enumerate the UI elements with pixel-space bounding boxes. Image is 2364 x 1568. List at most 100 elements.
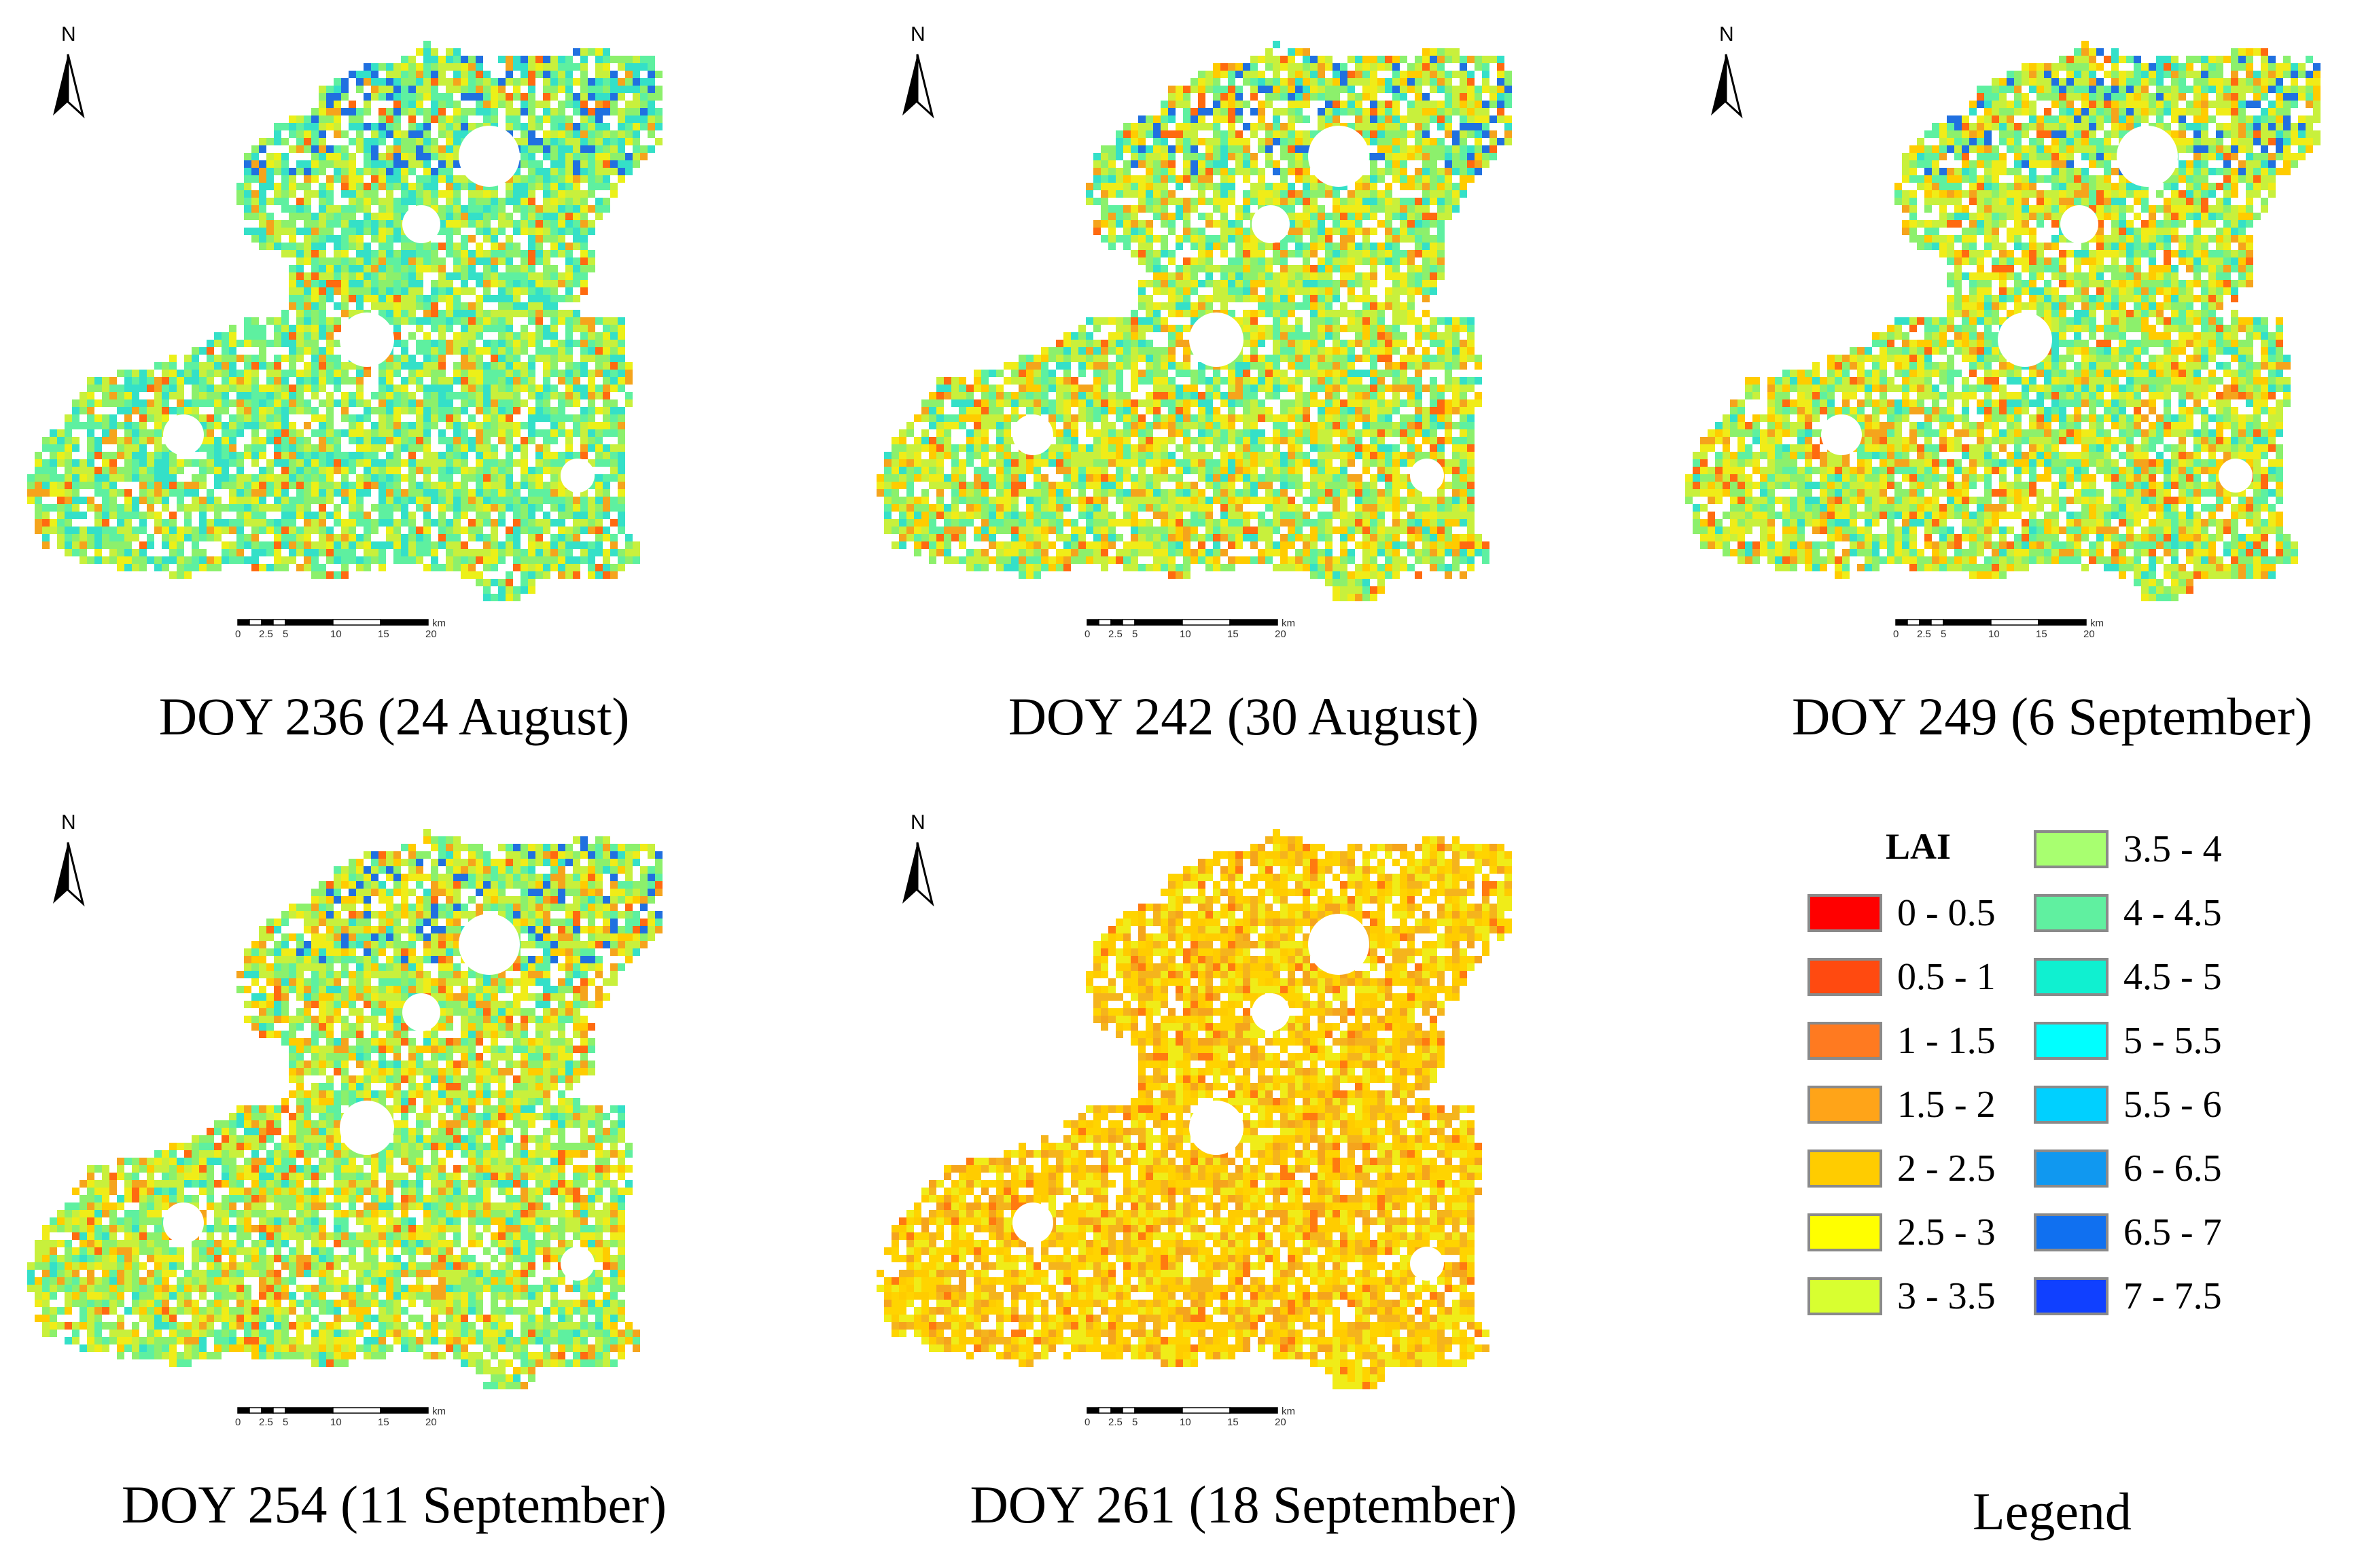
legend-swatch <box>1807 1150 1882 1188</box>
no-data-patch <box>2219 459 2253 493</box>
legend-swatch <box>1807 1213 1882 1251</box>
legend-item: 6 - 6.5 <box>2034 1147 2222 1190</box>
legend: LAI 0 - 0.5 0.5 - 1 1 - 1.5 1.5 - 2 2 - 2.5 2… <box>1807 825 2283 1342</box>
scale-tick-label: 5 <box>283 628 288 640</box>
north-label: N <box>1719 23 1734 46</box>
scale-tick-label: 0 <box>1084 1416 1090 1428</box>
no-data-patch <box>1308 914 1369 975</box>
no-data-patch <box>561 1247 595 1281</box>
scale-tick-label: 5 <box>1132 1416 1137 1428</box>
scale-tick-label: 2.5 <box>1108 628 1123 640</box>
north-label: N <box>911 23 925 46</box>
no-data-patch <box>561 459 595 493</box>
scale-tick-label: 10 <box>1180 628 1191 640</box>
scale-tick-label: 10 <box>330 1416 342 1428</box>
lai-raster <box>877 829 1512 1389</box>
scale-unit: km <box>2090 618 2104 629</box>
scale-tick-label: 10 <box>1180 1416 1191 1428</box>
no-data-patch <box>1998 313 2052 367</box>
no-data-patch <box>1252 205 1290 243</box>
no-data-patch <box>163 1202 204 1243</box>
legend-label: 4.5 - 5 <box>2123 956 2222 998</box>
legend-swatch <box>1807 894 1882 932</box>
legend-swatch <box>1807 1086 1882 1124</box>
no-data-patch <box>2060 205 2098 243</box>
no-data-patch <box>402 993 440 1031</box>
scale-tick-label: 2.5 <box>259 628 273 640</box>
panel-caption: DOY 249 (6 September) <box>1791 687 2313 746</box>
legend-item: 2 - 2.5 <box>1807 1147 1996 1190</box>
no-data-patch <box>459 914 520 975</box>
scale-tick-label: 5 <box>283 1416 288 1428</box>
legend-item: 4.5 - 5 <box>2034 956 2222 998</box>
north-arrow-icon: N <box>53 23 85 119</box>
scale-tick-label: 2.5 <box>1108 1416 1123 1428</box>
scale-tick-label: 15 <box>1227 628 1239 640</box>
panel-caption: DOY 261 (18 September) <box>970 1475 1517 1534</box>
scale-tick-label: 2.5 <box>259 1416 273 1428</box>
scale-tick-label: 20 <box>425 1416 437 1428</box>
no-data-patch <box>1410 1247 1444 1281</box>
panel-caption: DOY 254 (11 September) <box>121 1475 667 1534</box>
no-data-patch <box>1189 1101 1243 1155</box>
lai-raster <box>877 41 1512 601</box>
legend-swatch <box>2034 1213 2109 1251</box>
scale-tick-label: 0 <box>235 1416 241 1428</box>
legend-item: 1 - 1.5 <box>1807 1020 1996 1062</box>
legend-item: 0.5 - 1 <box>1807 956 1996 998</box>
scale-tick-label: 0 <box>1893 628 1899 640</box>
scale-tick-label: 15 <box>2036 628 2047 640</box>
legend-label: 7 - 7.5 <box>2123 1275 2222 1317</box>
lai-raster <box>27 829 663 1389</box>
legend-label: 3.5 - 4 <box>2123 828 2222 870</box>
no-data-patch <box>1012 414 1053 455</box>
legend-label: 4 - 4.5 <box>2123 892 2222 934</box>
legend-swatch <box>1807 1022 1882 1060</box>
scale-tick-label: 20 <box>1275 628 1286 640</box>
legend-item: 6.5 - 7 <box>2034 1211 2222 1253</box>
legend-item: 0 - 0.5 <box>1807 892 1996 934</box>
north-label: N <box>61 811 76 834</box>
no-data-patch <box>1012 1202 1053 1243</box>
map-panel-2: N 0 2.5 5 10 15 20 km DOY 242 (30 August) <box>863 0 1624 746</box>
legend-label: 1 - 1.5 <box>1897 1020 1996 1062</box>
legend-item: 3.5 - 4 <box>2034 828 2222 870</box>
legend-swatch <box>2034 958 2109 996</box>
lai-raster <box>27 41 663 601</box>
legend-swatch <box>1807 958 1882 996</box>
legend-swatch <box>2034 1277 2109 1315</box>
map-panel-3: N 0 2.5 5 10 15 20 km DOY 249 (6 September) <box>1672 0 2364 746</box>
no-data-patch <box>163 414 204 455</box>
legend-caption: Legend <box>1973 1482 2132 1541</box>
scale-unit: km <box>1282 1406 1295 1417</box>
legend-item: 5 - 5.5 <box>2034 1020 2222 1062</box>
legend-item: 7 - 7.5 <box>2034 1275 2222 1317</box>
legend-label: 5.5 - 6 <box>2123 1084 2222 1126</box>
no-data-patch <box>1410 459 1444 493</box>
scale-tick-label: 2.5 <box>1917 628 1931 640</box>
legend-item: 2.5 - 3 <box>1807 1211 1996 1253</box>
north-arrow-icon: N <box>902 811 934 907</box>
map-panel-4: N 0 2.5 5 10 15 20 km DOY 254 (11 September) <box>14 788 775 1534</box>
scale-tick-label: 15 <box>1227 1416 1239 1428</box>
north-arrow-icon: N <box>1711 23 1743 119</box>
legend-swatch <box>2034 830 2109 868</box>
legend-item: 1.5 - 2 <box>1807 1084 1996 1126</box>
legend-title: LAI <box>1886 826 1952 867</box>
legend-swatch <box>1807 1277 1882 1315</box>
legend-swatch <box>2034 894 2109 932</box>
no-data-patch <box>1252 993 1290 1031</box>
scale-tick-label: 20 <box>2083 628 2095 640</box>
legend-label: 3 - 3.5 <box>1897 1275 1996 1317</box>
north-arrow-icon: N <box>53 811 85 907</box>
north-label: N <box>911 811 925 834</box>
scale-unit: km <box>432 618 446 629</box>
legend-swatch <box>2034 1022 2109 1060</box>
